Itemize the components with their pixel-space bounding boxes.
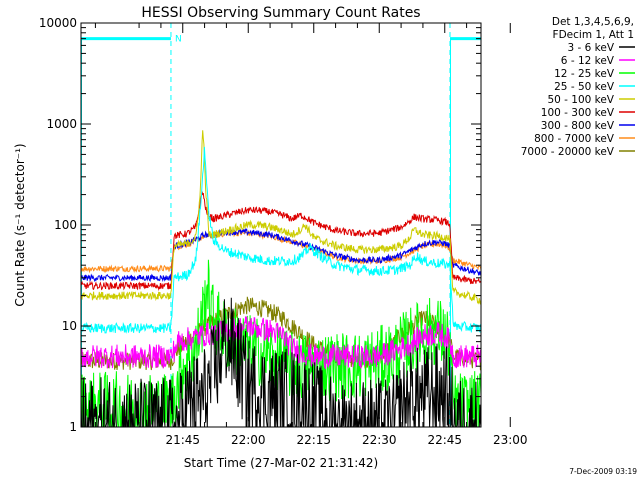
legend-entry-label-4: 50 - 100 keV xyxy=(547,94,614,106)
y-axis-label: Count Rate (s⁻¹ detector⁻¹) xyxy=(13,143,27,306)
y-tick-label-3: 1000 xyxy=(46,117,77,131)
x-tick-label-4: 22:45 xyxy=(427,433,462,447)
series-line-4 xyxy=(81,130,481,306)
legend-entry-label-7: 800 - 7000 keV xyxy=(534,133,615,145)
axis-ticks: 1 10 100 1000 10000 21:45 22:00 22:15 22:30 22:45… xyxy=(39,16,528,447)
legend-header-1: FDecim 1, Att 1 xyxy=(553,29,634,41)
x-tick-label-5: 23:00 xyxy=(493,433,528,447)
series-line-0 xyxy=(81,297,481,427)
generation-date: 7-Dec-2009 03:19 xyxy=(569,467,637,476)
legend-entry-label-5: 100 - 300 keV xyxy=(541,107,615,119)
series-line-1 xyxy=(81,316,481,370)
legend: Det 1,3,4,5,6,9,FDecim 1, Att 13 - 6 keV… xyxy=(521,16,635,158)
legend-entry-label-1: 6 - 12 keV xyxy=(561,55,615,67)
legend-entry-label-2: 12 - 25 keV xyxy=(554,68,615,80)
legend-entry-label-6: 300 - 800 keV xyxy=(541,120,615,132)
x-tick-label-1: 22:00 xyxy=(231,433,266,447)
x-axis-label: Start Time (27-Mar-02 21:31:42) xyxy=(184,456,378,470)
series-line-3 xyxy=(81,146,481,334)
series-line-5 xyxy=(81,191,481,292)
y-tick-label-2: 100 xyxy=(54,218,77,232)
x-tick-label-3: 22:30 xyxy=(362,433,397,447)
y-tick-label-1: 10 xyxy=(62,319,77,333)
night-marker: N xyxy=(175,35,182,45)
legend-entry-label-3: 25 - 50 keV xyxy=(554,81,615,93)
y-tick-label-4: 10000 xyxy=(39,16,77,30)
legend-entry-label-0: 3 - 6 keV xyxy=(567,42,614,54)
legend-header-0: Det 1,3,4,5,6,9, xyxy=(552,16,634,28)
plot-area xyxy=(81,23,481,427)
x-tick-label-0: 21:45 xyxy=(165,433,200,447)
chart-title: HESSI Observing Summary Count Rates xyxy=(141,5,420,21)
series-line-8 xyxy=(81,296,481,371)
series-line-6 xyxy=(81,227,481,283)
y-tick-label-0: 1 xyxy=(69,420,77,434)
x-tick-label-2: 22:15 xyxy=(296,433,331,447)
legend-entry-label-8: 7000 - 20000 keV xyxy=(521,146,615,158)
